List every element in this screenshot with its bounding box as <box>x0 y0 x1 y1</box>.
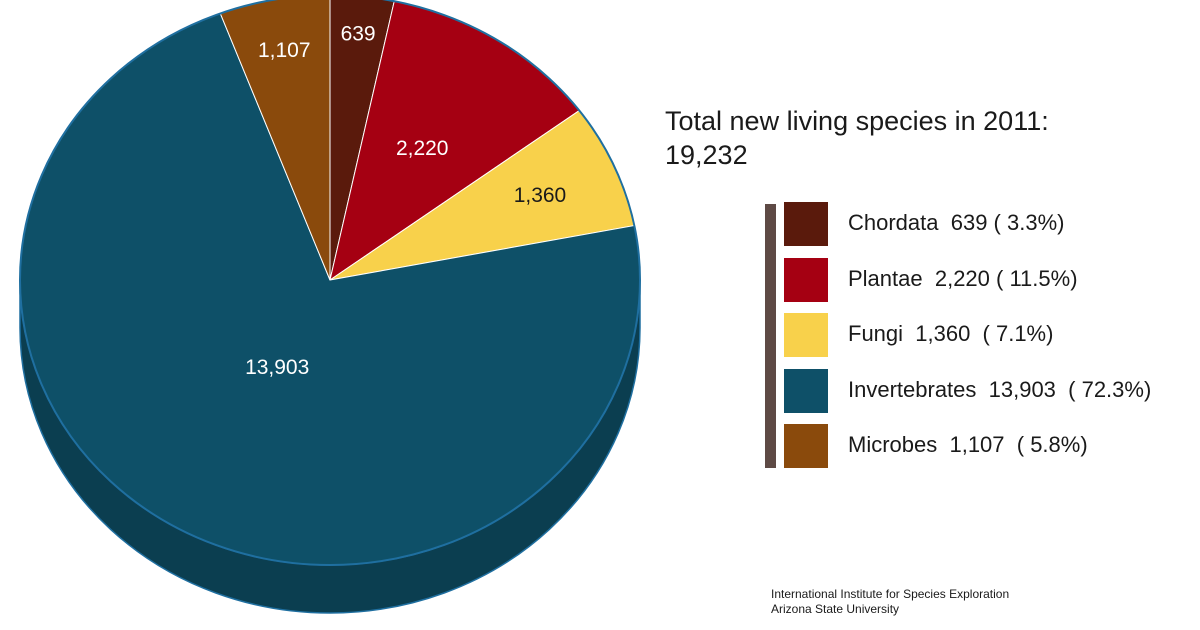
legend-label: Fungi 1,360 ( 7.1%) <box>848 321 1054 347</box>
legend-swatch <box>784 202 828 246</box>
legend-label: Invertebrates 13,903 ( 72.3%) <box>848 376 1152 402</box>
source-note: International Institute for Species Expl… <box>771 587 1009 617</box>
slice-label-invertebrates: 13,903 <box>245 356 309 379</box>
pie-chart: 639 2,220 1,360 13,903 1,107 <box>19 0 641 614</box>
legend-bar <box>765 204 776 468</box>
legend-swatch <box>784 257 828 302</box>
chart-title: Total new living species in 2011: 19,232 <box>665 104 1049 172</box>
legend-label: Microbes 1,107 ( 5.8%) <box>848 432 1088 458</box>
slice-label-microbes: 1,107 <box>258 39 311 62</box>
source-line-1: International Institute for Species Expl… <box>771 587 1010 601</box>
slice-label-chordata: 639 <box>341 22 376 45</box>
pie-rim <box>19 0 641 566</box>
slice-label-plantae: 2,220 <box>396 137 449 160</box>
legend-label: Plantae 2,220 ( 11.5%) <box>848 265 1078 291</box>
legend-label: Chordata 639 ( 3.3%) <box>848 210 1065 235</box>
title-text: Total new living species in 2011: <box>665 106 1049 136</box>
source-line-2: Arizona State University <box>771 602 900 616</box>
legend-swatch <box>784 368 828 413</box>
total-value: 19,232 <box>665 140 748 170</box>
legend-swatch <box>784 313 828 358</box>
slice-label-fungi: 1,360 <box>514 184 567 207</box>
legend-swatch <box>784 424 828 469</box>
